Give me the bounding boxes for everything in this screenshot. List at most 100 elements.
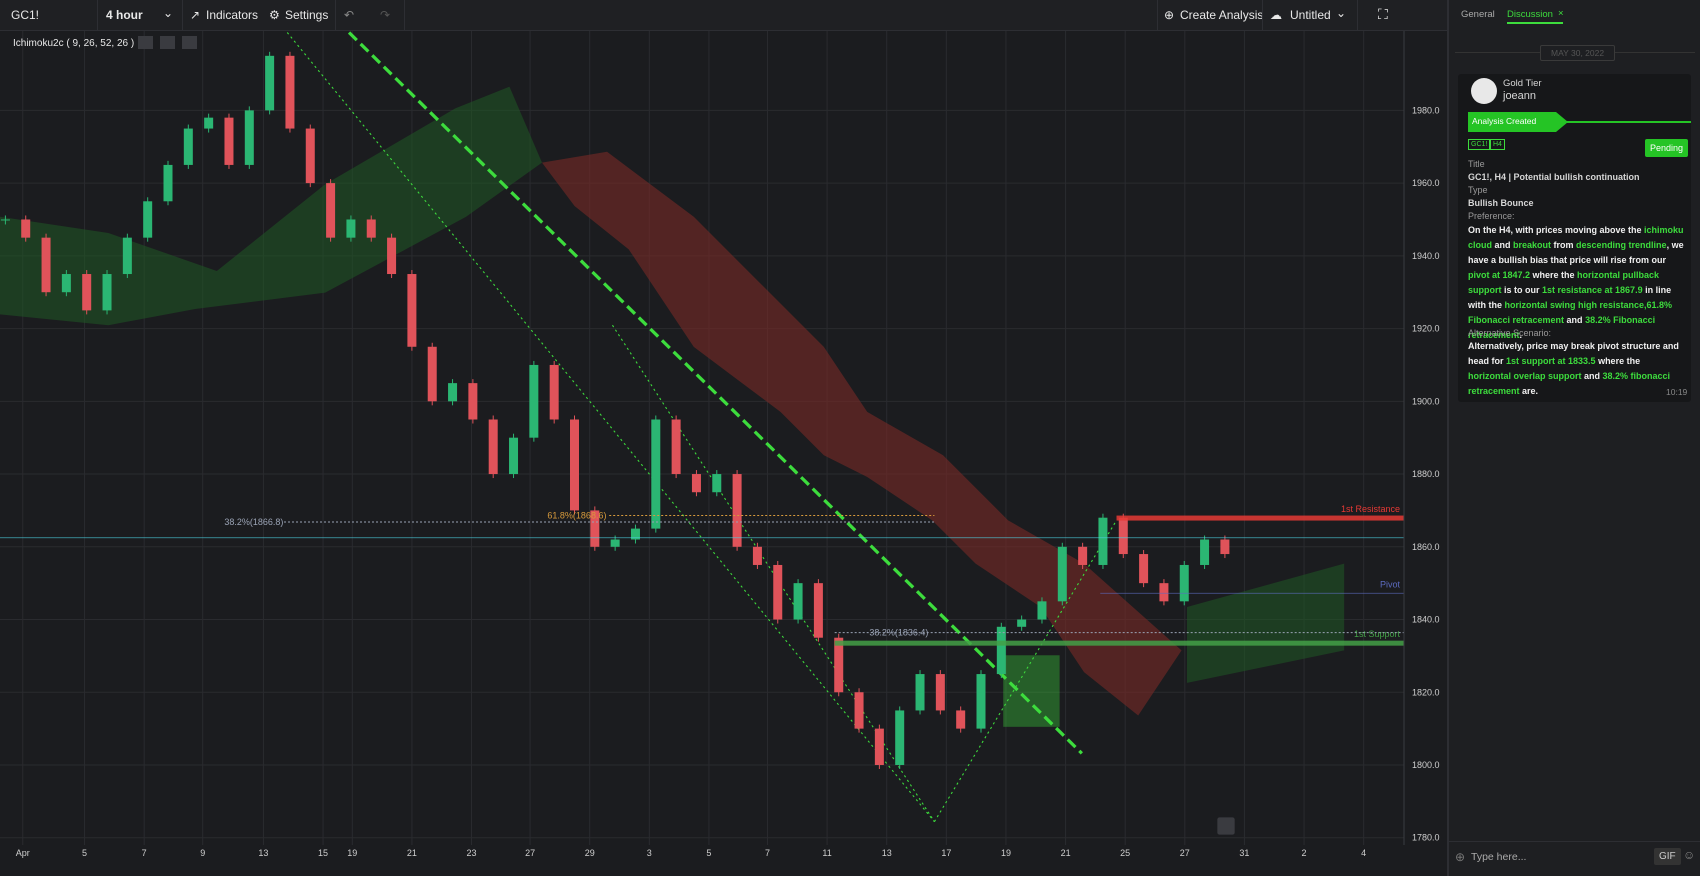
x-tick-label: 21 <box>407 848 417 858</box>
y-tick-label: 1880.0 <box>1412 469 1440 479</box>
field-label: Title <box>1468 159 1485 169</box>
candle <box>61 274 71 293</box>
text-segment: On the H4, with prices moving above the <box>1468 225 1645 235</box>
eye-button[interactable] <box>138 36 153 49</box>
status: Pending <box>1645 139 1689 157</box>
x-tick-label: 11 <box>822 848 831 858</box>
undo[interactable]: ↶ <box>344 8 355 22</box>
settings-button[interactable] <box>160 36 175 49</box>
field-label: Preference: <box>1468 211 1515 221</box>
text-segment: 38.2% fibonacci retracement <box>1468 371 1671 396</box>
candle <box>1017 619 1027 627</box>
candle <box>1139 554 1149 584</box>
x-tick-label: 19 <box>1001 848 1011 858</box>
y-tick-label: 1800.0 <box>1412 760 1440 770</box>
x-tick-label: 5 <box>82 848 87 858</box>
x-tick-label: 5 <box>706 848 711 858</box>
add-icon[interactable]: ⊕ <box>1455 850 1466 864</box>
avatar <box>1471 78 1497 104</box>
x-tick-label: 25 <box>1120 848 1130 858</box>
emoji-button[interactable]: ☺ <box>1683 848 1696 862</box>
delete-button[interactable] <box>182 36 197 49</box>
text-segment: from <box>1551 240 1577 250</box>
x-tick-label: 29 <box>585 848 595 858</box>
text-segment: where the <box>1595 356 1641 366</box>
candle <box>448 383 458 402</box>
candle <box>1057 546 1067 602</box>
x-tick-label: 21 <box>1061 848 1071 858</box>
candle <box>895 710 905 765</box>
interval[interactable]: 4 hour <box>106 8 143 22</box>
candle <box>915 674 925 711</box>
candle <box>956 710 966 729</box>
candle <box>143 201 153 238</box>
candle <box>549 364 559 420</box>
candle <box>752 546 762 565</box>
settings-button[interactable]: Settings <box>285 8 329 22</box>
candle <box>204 117 214 129</box>
chevron[interactable]: ⌄ <box>163 6 174 20</box>
x-tick-label: 2 <box>1302 848 1307 858</box>
symbol[interactable]: GC1! <box>11 8 40 22</box>
candle <box>21 219 31 238</box>
x-tick-label: 9 <box>200 848 205 858</box>
candle <box>82 274 92 311</box>
channel-line <box>612 324 935 822</box>
candle <box>854 692 864 729</box>
candle <box>1200 539 1210 565</box>
create-analysis[interactable]: Create Analysis <box>1180 8 1264 22</box>
level-line <box>1100 592 1404 594</box>
candle <box>732 474 742 547</box>
text-segment: and <box>1581 371 1603 381</box>
fullscreen[interactable]: ⛶ <box>1378 6 1388 22</box>
toolbar: GC1! 4 hour ⌄ ↗ Indicators ⚙ Settings ↶ … <box>0 0 1447 31</box>
x-tick-label: 4 <box>1361 848 1366 858</box>
separator <box>1262 0 1263 30</box>
separator <box>1357 0 1358 30</box>
username: joeann <box>1503 90 1537 102</box>
create-icon: ⊕ <box>1164 8 1175 22</box>
redo[interactable]: ↷ <box>380 8 391 22</box>
gif-button[interactable]: GIF <box>1654 848 1681 865</box>
message-input[interactable]: Type here... <box>1471 851 1527 863</box>
candle <box>1118 517 1128 555</box>
date-pill: MAY 30, 2022 <box>1540 45 1616 61</box>
y-tick-label: 1780.0 <box>1412 833 1440 843</box>
text-segment: and <box>1492 240 1514 250</box>
tab-discussion[interactable]: Discussion <box>1507 9 1553 20</box>
x-tick-label: 27 <box>1180 848 1190 858</box>
chevron[interactable]: ⌄ <box>1336 6 1347 20</box>
axes: 1780.0 1800.0 1820.0 1840.0 1860.0 1880.0 1900… <box>16 105 1440 858</box>
candle <box>529 364 539 438</box>
candle <box>163 164 173 202</box>
layout-name[interactable]: Untitled <box>1290 8 1331 22</box>
settings-icon: ⚙ <box>269 8 280 22</box>
text-segment: breakout <box>1513 240 1552 250</box>
event-rule <box>1558 121 1691 123</box>
alert-button[interactable] <box>1217 817 1235 835</box>
candle <box>387 237 397 275</box>
candle <box>1098 517 1108 565</box>
timestamp: 10:19 <box>1666 387 1688 397</box>
candles <box>0 51 1230 769</box>
cloud-green <box>0 86 542 326</box>
y-tick-label: 1840.0 <box>1412 615 1440 625</box>
fib-label: 61.8%(1868.6) <box>547 511 606 521</box>
text-segment: descending trendline <box>1576 240 1667 250</box>
trendline <box>347 31 1083 755</box>
separator <box>182 0 183 30</box>
candle <box>834 637 844 693</box>
indicators-button[interactable]: Indicators <box>206 8 259 22</box>
tab-close[interactable]: × <box>1558 8 1564 19</box>
separator <box>335 0 336 30</box>
alternative-text: Alternatively, price may break pivot str… <box>1468 339 1684 399</box>
candle <box>41 237 51 293</box>
swing-line <box>933 520 1117 822</box>
candle <box>976 674 986 729</box>
text-segment: and <box>1564 315 1586 325</box>
breakout-box <box>1003 655 1060 727</box>
tab-general[interactable]: General <box>1461 9 1495 20</box>
text-segment: 38.2% Fibonacci retracement <box>1468 315 1656 340</box>
candle <box>793 583 803 620</box>
x-tick-label: 7 <box>142 848 147 858</box>
